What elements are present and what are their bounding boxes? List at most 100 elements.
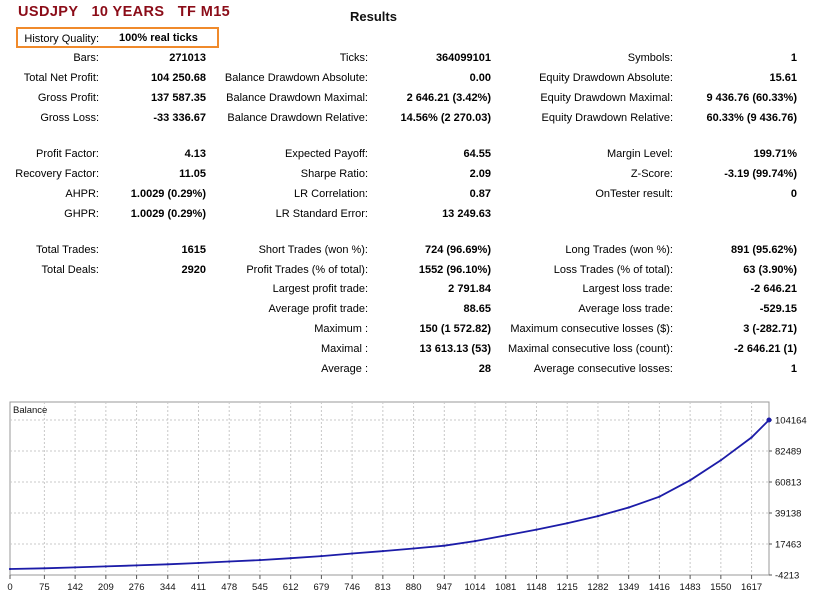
balance-data-point — [166, 563, 169, 566]
stat-value: 2 646.21 (3.42%) — [406, 92, 491, 104]
y-tick-label: 39138 — [775, 508, 801, 519]
stat-value: 137 587.35 — [150, 92, 206, 104]
stat-label: Sharpe Ratio: — [300, 168, 368, 180]
stat-value: 271013 — [169, 52, 206, 64]
stat-value: 13 613.13 (53) — [419, 343, 491, 355]
stat-value: 13 249.63 — [442, 208, 491, 220]
stat-label: Largest profit trade: — [272, 283, 368, 295]
stat-value: 28 — [478, 363, 491, 375]
stat-value: 150 (1 572.82) — [419, 323, 491, 335]
stat-label: Recovery Factor: — [15, 168, 99, 180]
stat-label: LR Correlation: — [294, 188, 368, 200]
stat-label: Ticks: — [339, 52, 368, 64]
x-tick-label: 1081 — [495, 582, 516, 593]
x-tick-label: 1617 — [741, 582, 762, 593]
x-tick-label: 1148 — [526, 582, 546, 593]
stat-label: Total Net Profit: — [23, 72, 99, 84]
stat-label: Short Trades (won %): — [258, 244, 368, 256]
balance-data-point — [381, 550, 384, 553]
x-tick-label: 344 — [160, 582, 176, 593]
stat-value: 64.55 — [463, 148, 491, 160]
stat-value: 1 — [790, 363, 797, 375]
y-tick-label: 104164 — [775, 416, 807, 427]
stat-value: 0.87 — [469, 188, 491, 200]
y-tick-label: -4213 — [775, 571, 799, 582]
stat-label: Equity Drawdown Absolute: — [539, 72, 673, 84]
plot-frame — [9, 401, 770, 576]
stat-label: Expected Payoff: — [285, 148, 368, 160]
x-tick-label: 1349 — [618, 582, 639, 593]
stat-value: 364099101 — [435, 52, 491, 64]
stat-label: Balance Drawdown Absolute: — [224, 72, 368, 84]
stat-label: Maximal : — [320, 343, 368, 355]
stat-label: Total Trades: — [36, 244, 99, 256]
stat-value: 2.09 — [469, 168, 491, 180]
x-tick-label: 1416 — [649, 582, 670, 593]
stat-label: Long Trades (won %): — [565, 244, 673, 256]
stat-label: Average profit trade: — [268, 303, 368, 315]
stat-label: Equity Drawdown Maximal: — [540, 92, 673, 104]
stat-value: -3.19 (99.74%) — [724, 168, 797, 180]
stat-value: 0 — [790, 188, 797, 200]
x-tick-label: 411 — [191, 582, 206, 593]
stat-label: Total Deals: — [41, 264, 99, 276]
stat-value: 3 (-282.71) — [743, 323, 797, 335]
balance-data-point — [766, 417, 772, 423]
stat-value: 4.13 — [184, 148, 206, 160]
x-tick-label: 813 — [375, 582, 391, 593]
balance-data-point — [504, 534, 507, 537]
balance-data-point — [351, 552, 354, 555]
stat-label: LR Standard Error: — [275, 208, 368, 220]
stat-label: Margin Level: — [606, 148, 673, 160]
x-tick-label: 209 — [98, 582, 114, 593]
stat-value: 104 250.68 — [150, 72, 206, 84]
x-tick-label: 545 — [252, 582, 268, 593]
y-tick-label: 82489 — [775, 446, 801, 457]
history-quality-label: History Quality: — [24, 33, 99, 45]
stat-value: 2920 — [181, 264, 206, 276]
balance-data-point — [8, 567, 12, 571]
balance-data-point — [320, 555, 323, 558]
balance-data-point — [535, 528, 538, 531]
stat-label: Maximal consecutive loss (count): — [507, 343, 673, 355]
stat-value: 891 (95.62%) — [730, 244, 797, 256]
balance-data-point — [104, 565, 107, 568]
x-tick-label: 1550 — [710, 582, 731, 593]
stat-label: Maximum consecutive losses ($): — [510, 323, 673, 335]
stat-value: 1552 (96.10%) — [418, 264, 491, 276]
stat-value: 1.0029 (0.29%) — [130, 208, 206, 220]
x-tick-label: 75 — [39, 582, 50, 593]
stat-label: Equity Drawdown Relative: — [541, 112, 673, 124]
history-quality-highlight — [16, 27, 219, 48]
stat-value: 11.05 — [179, 168, 206, 180]
stat-label: Average loss trade: — [578, 303, 673, 315]
x-tick-label: 880 — [406, 582, 422, 593]
x-tick-label: 1483 — [680, 582, 701, 593]
balance-data-point — [627, 506, 630, 509]
stat-value: 1 — [790, 52, 797, 64]
stat-value: 9 436.76 (60.33%) — [706, 92, 797, 104]
y-tick-label: 60813 — [775, 478, 801, 489]
stat-value: 14.56% (2 270.03) — [400, 112, 491, 124]
stat-value: 724 (96.69%) — [424, 244, 491, 256]
y-tick-label: 17463 — [775, 539, 801, 550]
stat-value: 1.0029 (0.29%) — [130, 188, 206, 200]
x-tick-label: 612 — [283, 582, 299, 593]
balance-data-point — [74, 566, 77, 569]
x-tick-label: 142 — [67, 582, 83, 593]
chart-title: Balance — [13, 405, 47, 416]
balance-data-point — [412, 547, 415, 550]
x-tick-label: 478 — [221, 582, 237, 593]
stat-label: Z-Score: — [630, 168, 673, 180]
stat-value: 199.71% — [753, 148, 797, 160]
stat-value: -2 646.21 — [750, 283, 797, 295]
stat-label: Profit Factor: — [36, 148, 99, 160]
x-tick-label: 276 — [129, 582, 145, 593]
stat-label: Average consecutive losses: — [533, 363, 673, 375]
report-title: USDJPY 10 YEARS TF M15 — [18, 4, 231, 20]
balance-data-point — [566, 522, 569, 525]
stat-label: Symbols: — [627, 52, 673, 64]
stat-label: Loss Trades (% of total): — [553, 264, 673, 276]
stat-label: Gross Loss: — [40, 112, 99, 124]
stat-label: Maximum : — [314, 323, 368, 335]
